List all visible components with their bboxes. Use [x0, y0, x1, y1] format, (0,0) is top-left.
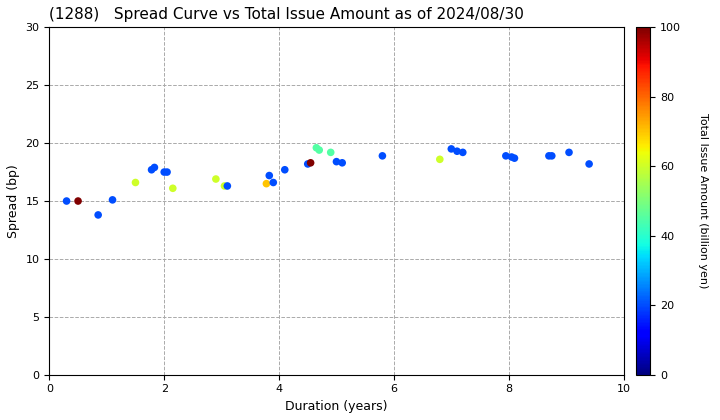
Point	[148, 164, 160, 171]
Point	[305, 160, 316, 166]
Point	[509, 155, 521, 162]
Point	[219, 183, 230, 189]
Point	[107, 197, 118, 203]
Point	[543, 152, 554, 159]
Point	[167, 185, 179, 192]
Point	[325, 149, 336, 156]
Text: (1288)   Spread Curve vs Total Issue Amount as of 2024/08/30: (1288) Spread Curve vs Total Issue Amoun…	[50, 7, 524, 22]
Point	[60, 198, 72, 205]
Point	[506, 154, 518, 160]
Point	[92, 212, 104, 218]
Point	[161, 169, 173, 176]
Point	[446, 146, 457, 152]
Point	[279, 166, 291, 173]
Point	[500, 152, 512, 159]
Point	[268, 179, 279, 186]
Point	[261, 180, 272, 187]
Point	[457, 149, 469, 156]
Point	[264, 172, 275, 179]
Point	[130, 179, 141, 186]
Point	[222, 183, 233, 189]
Point	[451, 148, 463, 155]
Point	[583, 160, 595, 167]
Point	[302, 160, 313, 167]
Y-axis label: Spread (bp): Spread (bp)	[7, 164, 20, 238]
Point	[330, 158, 342, 165]
Point	[377, 152, 388, 159]
Point	[546, 152, 557, 159]
Point	[434, 156, 446, 163]
Point	[72, 198, 84, 205]
X-axis label: Duration (years): Duration (years)	[285, 400, 387, 413]
Point	[336, 160, 348, 166]
Point	[145, 166, 157, 173]
Point	[158, 169, 170, 176]
Point	[313, 147, 325, 153]
Y-axis label: Total Issue Amount (billion yen): Total Issue Amount (billion yen)	[698, 113, 708, 289]
Point	[563, 149, 575, 156]
Point	[310, 144, 322, 151]
Point	[210, 176, 222, 182]
